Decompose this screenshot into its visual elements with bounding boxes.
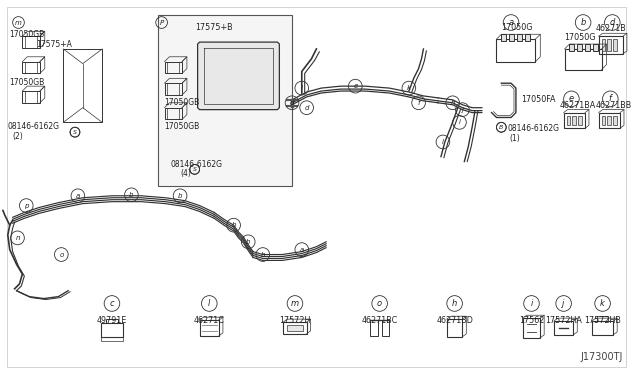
Text: (2): (2) xyxy=(13,132,24,141)
Text: a: a xyxy=(300,247,304,253)
Text: b: b xyxy=(580,18,586,27)
Text: B: B xyxy=(499,125,504,130)
Text: 17572HB: 17572HB xyxy=(584,316,621,325)
Text: 17575+A: 17575+A xyxy=(36,40,72,49)
Text: b: b xyxy=(129,192,134,198)
Text: m: m xyxy=(291,299,299,308)
Text: 17050G: 17050G xyxy=(501,23,533,32)
Text: l: l xyxy=(208,299,211,308)
Text: S: S xyxy=(193,167,196,172)
Bar xyxy=(157,15,292,186)
Text: d: d xyxy=(305,105,309,111)
Text: i: i xyxy=(458,119,460,125)
Text: d: d xyxy=(290,100,294,106)
Polygon shape xyxy=(509,34,514,41)
Polygon shape xyxy=(572,116,576,125)
Text: o: o xyxy=(377,299,382,308)
Text: (4): (4) xyxy=(180,169,191,178)
Text: k: k xyxy=(600,299,605,308)
Text: e: e xyxy=(569,94,574,103)
Text: 46271BA: 46271BA xyxy=(560,101,596,110)
Text: f: f xyxy=(609,94,612,103)
Polygon shape xyxy=(602,39,605,51)
Text: 17572HA: 17572HA xyxy=(545,316,582,325)
Polygon shape xyxy=(566,116,570,125)
Text: a: a xyxy=(509,18,514,27)
Text: 46271BC: 46271BC xyxy=(362,316,398,325)
Text: 17050GB: 17050GB xyxy=(9,31,44,39)
Polygon shape xyxy=(287,325,303,331)
Text: 08146-6162G: 08146-6162G xyxy=(170,160,222,169)
Text: l: l xyxy=(442,139,444,145)
Text: 17050FA: 17050FA xyxy=(521,95,556,104)
Text: e: e xyxy=(353,83,357,89)
Text: b: b xyxy=(246,239,250,245)
Text: j: j xyxy=(563,299,565,308)
Polygon shape xyxy=(578,116,582,125)
Polygon shape xyxy=(602,116,605,125)
Polygon shape xyxy=(607,39,611,51)
Text: 46271B: 46271B xyxy=(596,24,627,33)
Text: c: c xyxy=(109,299,115,308)
Polygon shape xyxy=(517,34,522,41)
Text: b: b xyxy=(260,251,265,257)
Polygon shape xyxy=(525,34,529,41)
Text: i: i xyxy=(531,299,532,308)
Text: 17575+B: 17575+B xyxy=(195,23,232,32)
Text: J17300TJ: J17300TJ xyxy=(580,352,623,362)
Text: k: k xyxy=(407,85,411,91)
Text: n: n xyxy=(15,235,20,241)
Text: P: P xyxy=(159,19,164,26)
Text: 17050G: 17050G xyxy=(564,33,596,42)
Text: b: b xyxy=(232,222,236,228)
Text: h: h xyxy=(451,100,455,106)
Text: 46271BB: 46271BB xyxy=(596,101,632,110)
Polygon shape xyxy=(593,44,598,51)
Text: a: a xyxy=(76,193,80,199)
Text: p: p xyxy=(24,203,29,209)
Text: b: b xyxy=(178,193,182,199)
Text: 17050GB: 17050GB xyxy=(164,122,200,131)
Text: d: d xyxy=(610,18,615,27)
Text: 17050GB: 17050GB xyxy=(164,98,200,107)
Text: 08146-6162G: 08146-6162G xyxy=(8,122,60,131)
Polygon shape xyxy=(198,42,280,110)
Polygon shape xyxy=(607,116,611,125)
Text: (1): (1) xyxy=(509,134,520,143)
Text: S: S xyxy=(73,130,77,135)
Polygon shape xyxy=(613,116,617,125)
Text: f: f xyxy=(417,100,420,106)
Polygon shape xyxy=(613,39,617,51)
Text: m: m xyxy=(15,19,22,26)
Text: 46271BD: 46271BD xyxy=(436,316,473,325)
Text: 49791E: 49791E xyxy=(97,316,127,325)
Text: o: o xyxy=(60,251,63,257)
Text: 17572H: 17572H xyxy=(279,316,310,325)
Text: 46271C: 46271C xyxy=(194,316,225,325)
Text: i: i xyxy=(301,85,303,91)
Text: h: h xyxy=(452,299,457,308)
Polygon shape xyxy=(570,44,574,51)
Polygon shape xyxy=(585,44,590,51)
Text: 08146-6162G: 08146-6162G xyxy=(507,124,559,133)
Text: 17050GB: 17050GB xyxy=(9,78,44,87)
Polygon shape xyxy=(501,34,506,41)
Polygon shape xyxy=(577,44,582,51)
Text: j: j xyxy=(461,107,463,113)
Text: 17562: 17562 xyxy=(519,316,544,325)
